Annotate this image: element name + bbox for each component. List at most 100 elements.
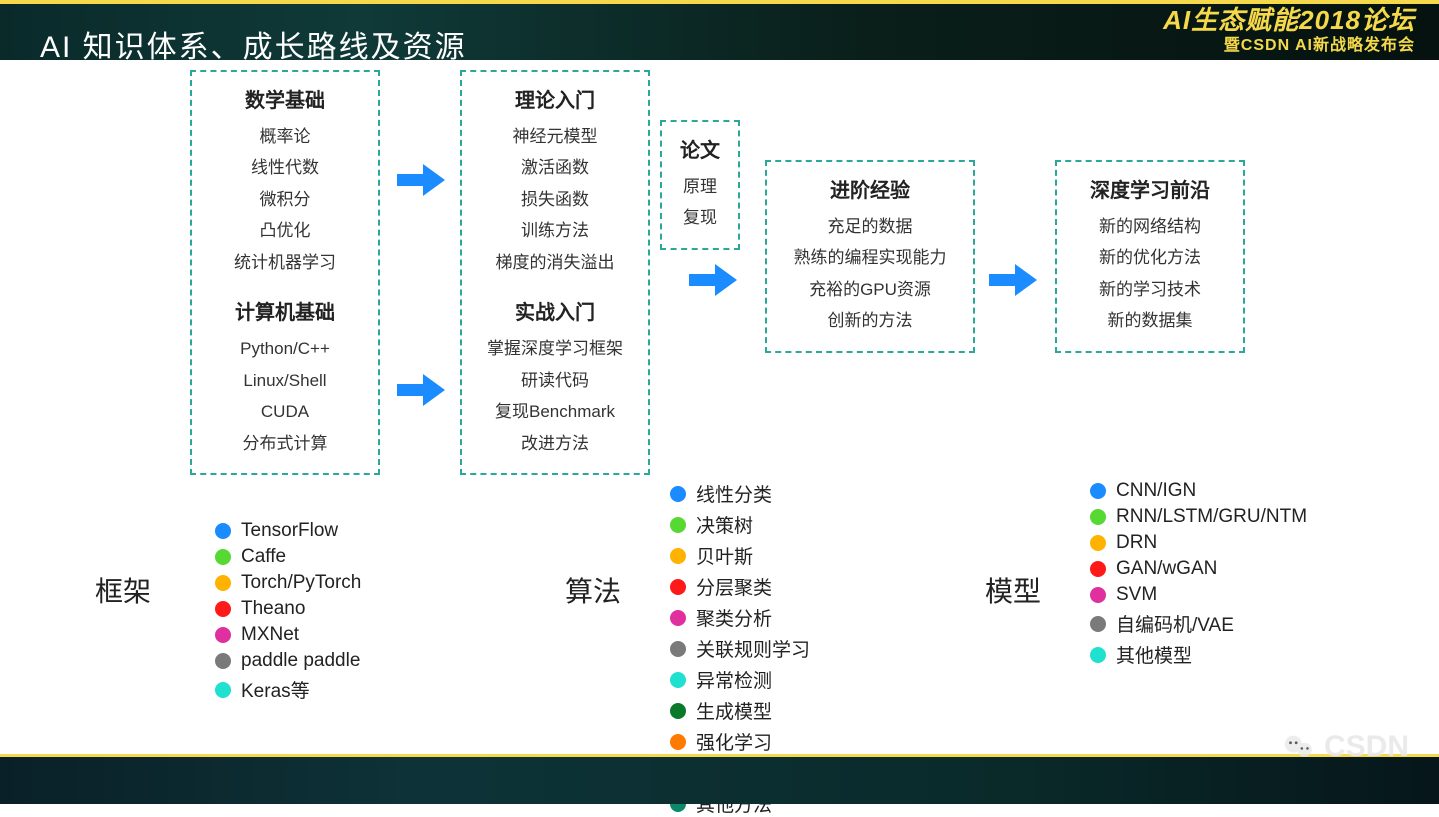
legend-list: CNN/IGN RNN/LSTM/GRU/NTM DRN GAN/wGAN SVM 自编码… xyxy=(1090,480,1307,668)
legend-title: 算法 xyxy=(565,570,621,610)
watermark-text: CSDN xyxy=(1324,730,1409,764)
wechat-icon xyxy=(1282,730,1316,764)
legend-item: SVM xyxy=(1090,584,1307,606)
box-item: 原理 xyxy=(680,171,720,202)
legend-dot-icon xyxy=(670,486,686,502)
box-title: 进阶经验 xyxy=(785,174,955,203)
legend-dot-icon xyxy=(1090,647,1106,663)
legend-dot-icon xyxy=(215,549,231,565)
box-item: 熟练的编程实现能力 xyxy=(785,242,955,273)
legend-dot-icon xyxy=(670,579,686,595)
legend-dot-icon xyxy=(670,548,686,564)
legend-item: 决策树 xyxy=(670,511,810,538)
legend-item: Caffe xyxy=(215,546,361,568)
legend-item: 生成模型 xyxy=(670,697,810,724)
legend-item: 其他模型 xyxy=(1090,641,1307,668)
legend-label: 关联规则学习 xyxy=(696,635,810,662)
box-title: 理论入门 xyxy=(480,84,630,113)
box-item: 新的数据集 xyxy=(1075,305,1225,336)
legend-item: 分层聚类 xyxy=(670,573,810,600)
legend-label: Theano xyxy=(241,598,305,620)
flow-box-basics: 数学基础概率论线性代数微积分凸优化统计机器学习计算机基础Python/C++Li… xyxy=(190,70,380,475)
legend-item: 强化学习 xyxy=(670,728,810,755)
legend-dot-icon xyxy=(1090,587,1106,603)
legend-list: TensorFlow Caffe Torch/PyTorch Theano MXNet p… xyxy=(215,520,361,703)
flow-box-advanced: 进阶经验充足的数据熟练的编程实现能力充裕的GPU资源创新的方法 xyxy=(765,160,975,353)
box-item: 新的优化方法 xyxy=(1075,242,1225,273)
flow-box-frontier: 深度学习前沿新的网络结构新的优化方法新的学习技术新的数据集 xyxy=(1055,160,1245,353)
box-item: Linux/Shell xyxy=(210,365,360,396)
event-title-line2: 暨CSDN AI新战略发布会 xyxy=(1163,37,1415,55)
box-item: 损失函数 xyxy=(480,184,630,215)
event-logo: AI生态赋能2018论坛 暨CSDN AI新战略发布会 xyxy=(1163,6,1415,54)
legend-label: 异常检测 xyxy=(696,666,772,693)
event-title-line1: AI生态赋能2018论坛 xyxy=(1163,6,1415,35)
legend-label: CNN/IGN xyxy=(1116,480,1196,502)
box-item: CUDA xyxy=(210,396,360,427)
legend-dot-icon xyxy=(1090,616,1106,632)
legend-label: 其他模型 xyxy=(1116,641,1192,668)
footer-bar xyxy=(0,754,1439,804)
legend-label: Torch/PyTorch xyxy=(241,572,361,594)
legend-item: CNN/IGN xyxy=(1090,480,1307,502)
legend-item: MXNet xyxy=(215,624,361,646)
legend-item: 贝叶斯 xyxy=(670,542,810,569)
legend-label: MXNet xyxy=(241,624,299,646)
box-item: 充裕的GPU资源 xyxy=(785,274,955,305)
legend-label: 强化学习 xyxy=(696,728,772,755)
legend-dot-icon xyxy=(215,653,231,669)
legend-item: paddle paddle xyxy=(215,650,361,672)
box-title: 实战入门 xyxy=(480,296,630,325)
legend-item: GAN/wGAN xyxy=(1090,558,1307,580)
legend-title: 框架 xyxy=(95,570,151,610)
box-item: 神经元模型 xyxy=(480,121,630,152)
box-item: 改进方法 xyxy=(480,428,630,459)
legend-item: TensorFlow xyxy=(215,520,361,542)
legend-dot-icon xyxy=(670,641,686,657)
legend-title: 模型 xyxy=(985,570,1041,610)
box-item: 新的网络结构 xyxy=(1075,211,1225,242)
legend-dot-icon xyxy=(1090,509,1106,525)
legend-label: RNN/LSTM/GRU/NTM xyxy=(1116,506,1307,528)
legend-dot-icon xyxy=(1090,561,1106,577)
box-item: Python/C++ xyxy=(210,333,360,364)
legend-dot-icon xyxy=(670,703,686,719)
watermark: CSDN xyxy=(1282,730,1409,764)
legend-item: RNN/LSTM/GRU/NTM xyxy=(1090,506,1307,528)
legend-label: Keras等 xyxy=(241,676,310,703)
legend-dot-icon xyxy=(215,523,231,539)
box-item: 复现 xyxy=(680,202,720,233)
flow-box-paper: 论文原理复现 xyxy=(660,120,740,250)
legend-dot-icon xyxy=(215,575,231,591)
box-item: 充足的数据 xyxy=(785,211,955,242)
box-item: 掌握深度学习框架 xyxy=(480,333,630,364)
box-item: 分布式计算 xyxy=(210,428,360,459)
box-title: 深度学习前沿 xyxy=(1075,174,1225,203)
legend-label: paddle paddle xyxy=(241,650,360,672)
legend-label: GAN/wGAN xyxy=(1116,558,1217,580)
box-title: 计算机基础 xyxy=(210,296,360,325)
legend-item: Theano xyxy=(215,598,361,620)
legend-label: 线性分类 xyxy=(696,480,772,507)
legend-label: SVM xyxy=(1116,584,1157,606)
legend-dot-icon xyxy=(670,672,686,688)
box-item: 统计机器学习 xyxy=(210,247,360,278)
legend-dot-icon xyxy=(1090,535,1106,551)
legend-dot-icon xyxy=(215,601,231,617)
legend-item: 聚类分析 xyxy=(670,604,810,631)
box-item: 微积分 xyxy=(210,184,360,215)
legend-label: 分层聚类 xyxy=(696,573,772,600)
box-item: 新的学习技术 xyxy=(1075,274,1225,305)
legend-item: Keras等 xyxy=(215,676,361,703)
arrow-icon xyxy=(393,160,449,200)
legend-label: 自编码机/VAE xyxy=(1116,610,1234,637)
legend-item: DRN xyxy=(1090,532,1307,554)
box-item: 激活函数 xyxy=(480,152,630,183)
box-item: 创新的方法 xyxy=(785,305,955,336)
legend-dot-icon xyxy=(1090,483,1106,499)
arrow-icon xyxy=(393,370,449,410)
box-title: 数学基础 xyxy=(210,84,360,113)
legend-label: 生成模型 xyxy=(696,697,772,724)
box-item: 梯度的消失溢出 xyxy=(480,247,630,278)
legend-item: 异常检测 xyxy=(670,666,810,693)
